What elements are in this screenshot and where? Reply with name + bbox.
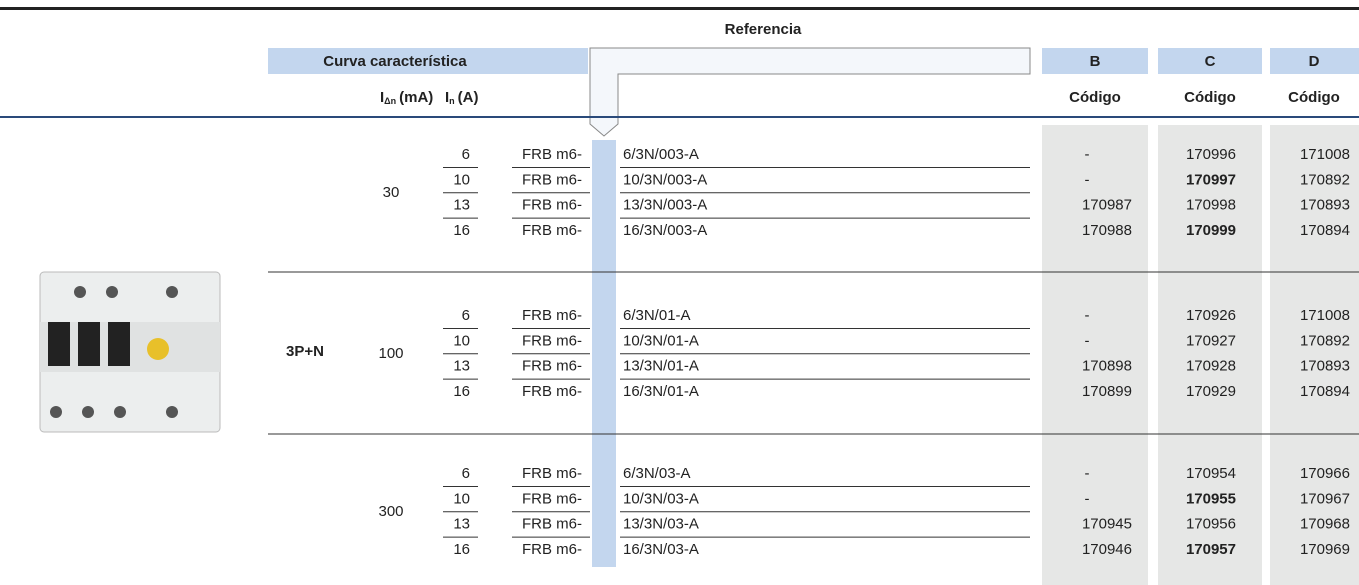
col-band [1158, 48, 1262, 74]
code: 170997 [1186, 171, 1236, 188]
ref-suffix: 13/3N/01-A [623, 358, 699, 375]
ref-suffix: 10/3N/03-A [623, 490, 699, 507]
pole: 3P+N [286, 343, 324, 360]
code: 170894 [1300, 383, 1350, 400]
col-shade [1158, 125, 1262, 585]
title: Referencia [725, 21, 802, 38]
idn-header: IΔn (mA) [380, 89, 433, 106]
ref-prefix: FRB m6- [522, 490, 582, 507]
code: 170893 [1300, 358, 1350, 375]
curve-label: Curva característica [323, 53, 467, 70]
curve-header: B [1090, 53, 1101, 70]
code: 170966 [1300, 465, 1350, 482]
code: 170999 [1186, 222, 1236, 239]
ref-prefix: FRB m6- [522, 465, 582, 482]
code: - [1085, 171, 1090, 188]
ref-suffix: 16/3N/01-A [623, 383, 699, 400]
code: 170945 [1082, 516, 1132, 533]
code: 170892 [1300, 332, 1350, 349]
code: 171008 [1300, 146, 1350, 163]
ref-suffix: 10/3N/01-A [623, 332, 699, 349]
product-image [39, 271, 221, 433]
ref-suffix: 13/3N/03-A [623, 516, 699, 533]
code: 170928 [1186, 358, 1236, 375]
ref-suffix: 16/3N/003-A [623, 222, 707, 239]
header-rule [0, 116, 1359, 118]
in-value: 16 [453, 383, 470, 400]
code: 170988 [1082, 222, 1132, 239]
code-header: Código [1069, 89, 1121, 106]
curve-band [268, 48, 588, 74]
col-band [1270, 48, 1359, 74]
code: - [1085, 146, 1090, 163]
reference-arrow [589, 47, 1031, 137]
code: 170894 [1300, 222, 1350, 239]
code: 170969 [1300, 541, 1350, 558]
ref-prefix: FRB m6- [522, 383, 582, 400]
ref-prefix: FRB m6- [522, 332, 582, 349]
in-value: 10 [453, 171, 470, 188]
in-value: 10 [453, 332, 470, 349]
in-value: 13 [453, 358, 470, 375]
col-shade [1270, 125, 1359, 585]
ref-suffix: 10/3N/003-A [623, 171, 707, 188]
code-header: Código [1184, 89, 1236, 106]
code: 170956 [1186, 516, 1236, 533]
code: 171008 [1300, 307, 1350, 324]
code: 170957 [1186, 541, 1236, 558]
code: - [1085, 490, 1090, 507]
ref-suffix: 6/3N/003-A [623, 146, 699, 163]
code: 170954 [1186, 465, 1236, 482]
code: 170927 [1186, 332, 1236, 349]
in-value: 6 [462, 307, 470, 324]
code: 170996 [1186, 146, 1236, 163]
code: 170929 [1186, 383, 1236, 400]
code: - [1085, 332, 1090, 349]
ref-prefix: FRB m6- [522, 222, 582, 239]
in-value: 10 [453, 490, 470, 507]
code: 170893 [1300, 197, 1350, 214]
col-shade [1042, 125, 1148, 585]
in-value: 13 [453, 197, 470, 214]
ref-suffix: 6/3N/03-A [623, 465, 691, 482]
idn-value: 300 [378, 503, 403, 520]
ref-prefix: FRB m6- [522, 146, 582, 163]
ref-prefix: FRB m6- [522, 171, 582, 188]
idn-value: 30 [383, 184, 400, 201]
top-rule [0, 7, 1359, 10]
in-value: 6 [462, 465, 470, 482]
code: - [1085, 465, 1090, 482]
code: 170892 [1300, 171, 1350, 188]
ref-suffix: 13/3N/003-A [623, 197, 707, 214]
code: - [1085, 307, 1090, 324]
in-value: 6 [462, 146, 470, 163]
ref-suffix: 6/3N/01-A [623, 307, 691, 324]
ref-stripe [592, 140, 616, 567]
in-header: In (A) [445, 89, 479, 106]
col-band [1042, 48, 1148, 74]
in-value: 16 [453, 222, 470, 239]
ref-prefix: FRB m6- [522, 541, 582, 558]
code-header: Código [1288, 89, 1340, 106]
ref-prefix: FRB m6- [522, 358, 582, 375]
code: 170926 [1186, 307, 1236, 324]
code: 170987 [1082, 197, 1132, 214]
in-value: 13 [453, 516, 470, 533]
ref-prefix: FRB m6- [522, 197, 582, 214]
curve-header: D [1309, 53, 1320, 70]
in-value: 16 [453, 541, 470, 558]
code: 170899 [1082, 383, 1132, 400]
code: 170946 [1082, 541, 1132, 558]
code: 170998 [1186, 197, 1236, 214]
ref-prefix: FRB m6- [522, 516, 582, 533]
ref-prefix: FRB m6- [522, 307, 582, 324]
code: 170968 [1300, 516, 1350, 533]
code: 170898 [1082, 358, 1132, 375]
idn-value: 100 [378, 345, 403, 362]
code: 170967 [1300, 490, 1350, 507]
curve-header: C [1205, 53, 1216, 70]
ref-suffix: 16/3N/03-A [623, 541, 699, 558]
code: 170955 [1186, 490, 1236, 507]
